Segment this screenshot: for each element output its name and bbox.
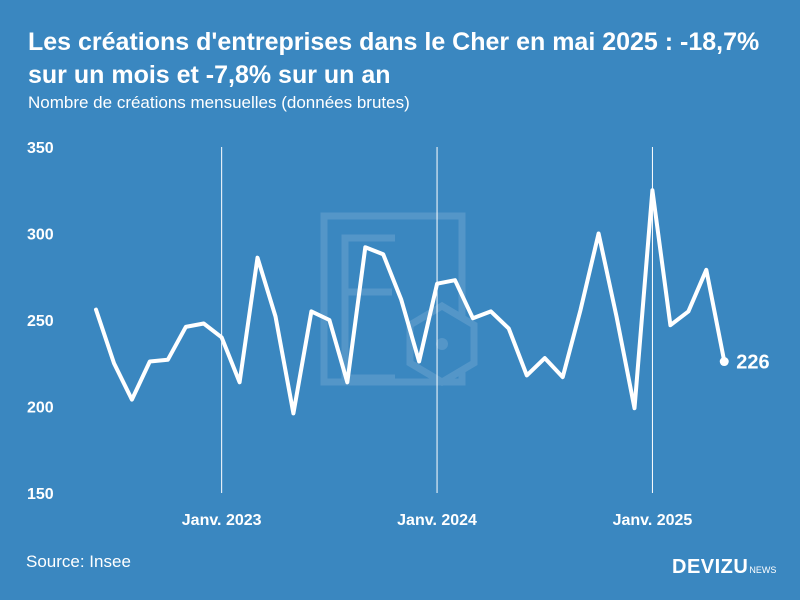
y-axis-tick-label: 300 <box>27 227 54 244</box>
brand-logo: DEVIZUNEWS <box>672 556 776 579</box>
source-note: Source: Insee <box>26 552 131 571</box>
y-axis-tick-label: 250 <box>27 313 54 330</box>
y-axis-tick-label: 150 <box>27 486 54 503</box>
series-line <box>94 188 727 416</box>
brand-suffix: NEWS <box>749 565 777 575</box>
chart-title: Les créations d'entreprises dans le Cher… <box>28 28 760 89</box>
watermark-dot <box>436 338 448 350</box>
chart-subtitle: Nombre de créations mensuelles (données … <box>28 93 410 112</box>
last-point-marker <box>719 357 729 367</box>
y-axis-tick-label: 350 <box>27 140 54 157</box>
watermark-letter <box>341 234 395 382</box>
x-axis-label: Janv. 2025 <box>613 512 693 529</box>
x-axis-label: Janv. 2023 <box>182 512 262 529</box>
brand-name: DEVIZU <box>672 556 749 578</box>
last-value-label: 226 <box>736 352 769 374</box>
y-axis-tick-label: 200 <box>27 400 54 417</box>
x-axis-label: Janv. 2024 <box>397 512 477 529</box>
